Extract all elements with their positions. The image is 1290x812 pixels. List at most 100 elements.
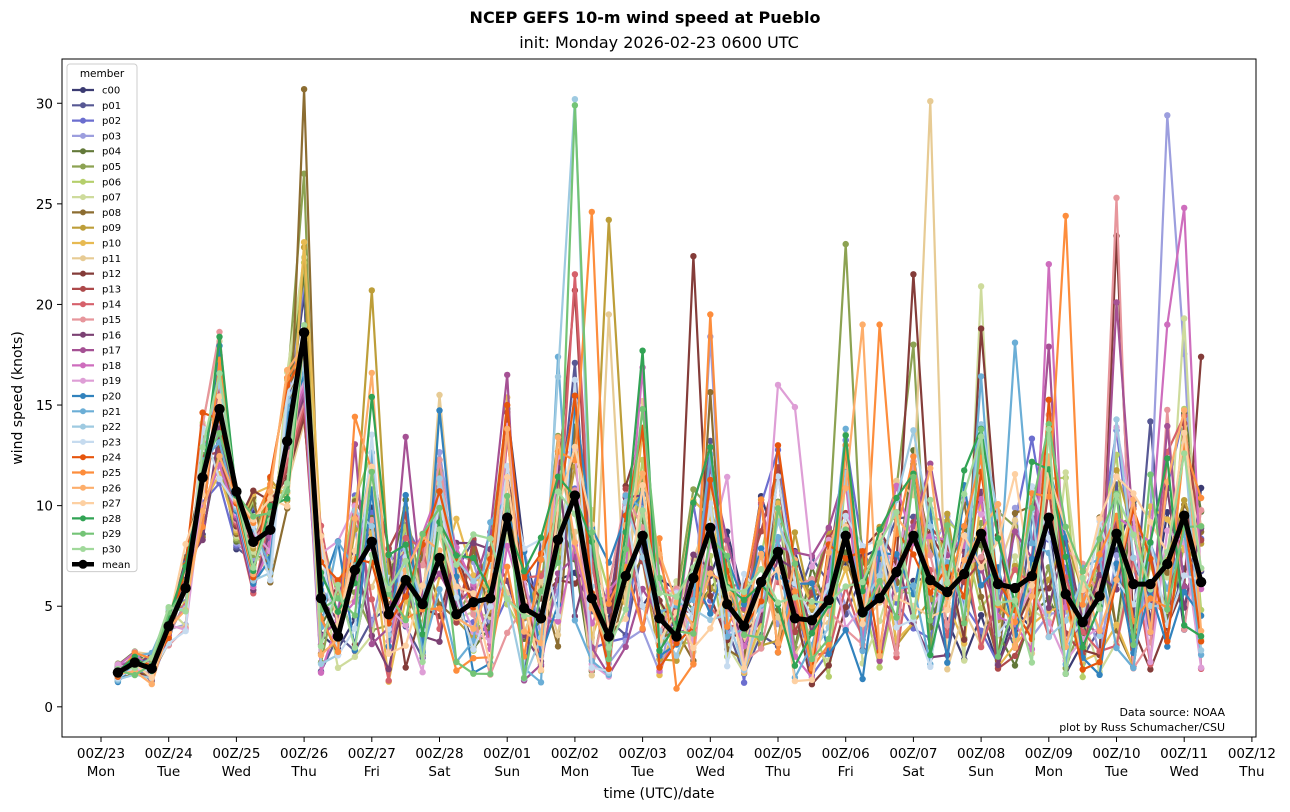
member-point-p12	[842, 604, 849, 611]
member-point-p25	[351, 413, 359, 420]
member-point-p22	[317, 660, 325, 668]
member-point-p30	[1113, 492, 1120, 499]
legend-swatch-marker	[80, 240, 86, 246]
member-point-p22	[470, 578, 477, 585]
member-point-p21	[622, 492, 629, 499]
legend-label: p09	[102, 223, 121, 234]
member-point-p28	[554, 473, 562, 480]
member-point-p20	[1113, 560, 1120, 567]
member-point-p27	[961, 532, 968, 539]
member-point-p16	[707, 565, 714, 572]
member-point-p24	[707, 476, 714, 484]
x-tick-label: 00Z/11	[1160, 746, 1208, 762]
mean-point	[214, 403, 225, 415]
member-point-p26	[859, 321, 866, 328]
member-point-p15	[419, 562, 426, 569]
member-point-p29	[1096, 535, 1103, 543]
x-tick-label: 00Z/04	[686, 746, 734, 762]
member-point-p27	[385, 650, 392, 657]
member-point-p30	[1181, 450, 1188, 457]
member-point-p17	[402, 433, 409, 441]
data-source-annotation: Data source: NOAA	[1119, 706, 1225, 719]
legend-swatch-marker	[80, 224, 86, 231]
legend-swatch-marker	[80, 362, 86, 369]
member-point-p17	[1011, 528, 1019, 535]
member-point-p12	[977, 325, 985, 332]
member-point-p19	[774, 381, 782, 389]
member-point-p23	[368, 431, 375, 438]
legend-swatch-marker	[80, 178, 86, 185]
member-point-p27	[1181, 429, 1188, 437]
member-point-p21	[334, 538, 342, 546]
mean-point	[586, 593, 597, 604]
member-point-p30	[1028, 659, 1036, 666]
member-point-p14	[1011, 566, 1019, 573]
member-point-p04	[1011, 662, 1019, 669]
member-point-p17	[1113, 299, 1120, 306]
member-point-p22	[436, 475, 443, 482]
member-point-p20	[402, 491, 409, 499]
mean-point	[620, 570, 631, 582]
member-point-p28	[1164, 455, 1171, 462]
member-point-p12	[402, 664, 409, 671]
member-point-p22	[368, 523, 375, 530]
member-point-p26	[876, 652, 883, 659]
legend-entry-p24: p24	[72, 453, 121, 464]
member-point-p30	[1096, 605, 1103, 613]
member-point-p10	[1164, 516, 1171, 523]
legend-label: p19	[102, 376, 121, 387]
member-point-p29	[385, 590, 392, 597]
member-point-p18	[893, 482, 900, 489]
mean-point	[349, 564, 361, 576]
member-point-p29	[774, 505, 782, 512]
member-point-p29	[504, 492, 511, 500]
legend-swatch-marker	[80, 163, 86, 170]
member-point-p23	[842, 512, 849, 520]
member-point-p27	[639, 482, 646, 489]
x-tick-label: 00Z/10	[1092, 746, 1140, 762]
x-tick-label: 00Z/25	[212, 746, 260, 762]
member-point-p24	[774, 442, 782, 449]
member-point-p27	[944, 606, 951, 614]
legend-label: p08	[102, 208, 121, 219]
member-point-p28	[740, 596, 748, 604]
member-point-p24	[656, 664, 663, 671]
member-point-p26	[267, 488, 274, 495]
member-point-p07	[977, 283, 985, 290]
legend-swatch-marker	[80, 515, 86, 522]
x-tick-day-label: Mon	[87, 764, 115, 780]
member-point-p26	[571, 539, 579, 546]
legend-swatch-marker	[78, 559, 88, 569]
mean-point	[1145, 578, 1156, 590]
x-tick-day-label: Tue	[156, 764, 180, 780]
member-point-p21	[436, 586, 443, 593]
member-point-p24	[605, 665, 612, 673]
member-point-p18	[1164, 321, 1171, 328]
member-point-p25	[588, 208, 595, 216]
member-point-p23	[504, 462, 511, 470]
mean-point	[163, 621, 174, 632]
member-point-p17	[876, 657, 883, 664]
member-point-p30	[199, 444, 206, 451]
member-point-p12	[707, 592, 714, 600]
mean-point	[434, 552, 445, 564]
legend-entry-p03: p03	[72, 131, 121, 142]
mean-point	[755, 576, 767, 588]
x-tick-day-label: Mon	[561, 764, 589, 780]
member-point-p27	[419, 582, 426, 589]
member-point-p08	[707, 389, 714, 396]
member-point-p25	[724, 623, 731, 630]
member-point-p11	[944, 666, 951, 673]
mean-point	[975, 528, 987, 539]
member-point-p15	[944, 622, 951, 629]
member-point-p23	[487, 603, 494, 610]
member-point-p30	[842, 583, 849, 590]
member-point-p30	[385, 585, 392, 593]
member-point-p24	[571, 392, 579, 399]
member-point-p23	[470, 646, 477, 653]
member-point-p26	[216, 452, 223, 460]
member-point-p17	[910, 523, 917, 530]
legend-swatch-marker	[80, 500, 86, 507]
member-point-p11	[1011, 517, 1019, 524]
member-point-p26	[520, 628, 528, 635]
